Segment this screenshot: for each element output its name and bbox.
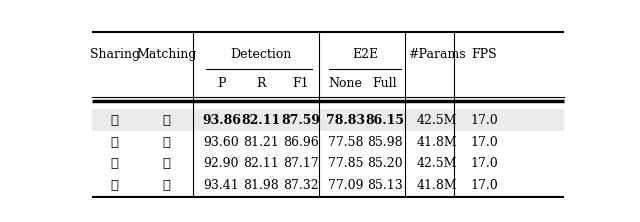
Text: P: P: [217, 77, 226, 90]
Text: 42.5M: 42.5M: [417, 157, 458, 170]
Text: None: None: [328, 77, 362, 90]
Text: 42.5M: 42.5M: [417, 114, 458, 127]
Text: 41.8M: 41.8M: [417, 179, 458, 192]
Text: 87.59: 87.59: [281, 114, 320, 127]
Text: ✗: ✗: [111, 157, 119, 170]
Text: 93.60: 93.60: [204, 135, 239, 149]
Text: FPS: FPS: [472, 48, 497, 61]
Text: 93.86: 93.86: [202, 114, 241, 127]
Text: 17.0: 17.0: [470, 157, 498, 170]
Text: ✓: ✓: [111, 179, 119, 192]
Text: ✗: ✗: [163, 157, 171, 170]
Text: 85.13: 85.13: [367, 179, 403, 192]
Text: 93.41: 93.41: [204, 179, 239, 192]
Text: Sharing: Sharing: [90, 48, 140, 61]
Text: 78.83: 78.83: [326, 114, 365, 127]
Text: 17.0: 17.0: [470, 135, 498, 149]
Text: 85.98: 85.98: [367, 135, 403, 149]
Text: 77.58: 77.58: [328, 135, 363, 149]
Text: 86.15: 86.15: [365, 114, 404, 127]
Text: 17.0: 17.0: [470, 114, 498, 127]
Text: 85.20: 85.20: [367, 157, 403, 170]
Text: 87.32: 87.32: [283, 179, 319, 192]
Text: 86.96: 86.96: [283, 135, 319, 149]
Text: 82.11: 82.11: [241, 114, 281, 127]
Text: 81.21: 81.21: [243, 135, 279, 149]
Text: 77.85: 77.85: [328, 157, 363, 170]
Text: 17.0: 17.0: [470, 179, 498, 192]
Text: ✗: ✗: [111, 114, 119, 127]
Text: 87.17: 87.17: [283, 157, 319, 170]
Text: ✓: ✓: [163, 114, 171, 127]
Text: Detection: Detection: [230, 48, 292, 61]
Text: 92.90: 92.90: [204, 157, 239, 170]
Text: R: R: [256, 77, 266, 90]
Text: #Params: #Params: [408, 48, 466, 61]
Text: ✗: ✗: [163, 179, 171, 192]
Text: 81.98: 81.98: [243, 179, 279, 192]
Text: Full: Full: [372, 77, 397, 90]
Text: 82.11: 82.11: [243, 157, 279, 170]
Text: ✓: ✓: [111, 135, 119, 149]
Text: 41.8M: 41.8M: [417, 135, 458, 149]
Text: Matching: Matching: [136, 48, 197, 61]
Text: 77.09: 77.09: [328, 179, 363, 192]
Text: E2E: E2E: [352, 48, 378, 61]
Bar: [92, 109, 564, 131]
Text: ✓: ✓: [163, 135, 171, 149]
Text: F1: F1: [292, 77, 309, 90]
